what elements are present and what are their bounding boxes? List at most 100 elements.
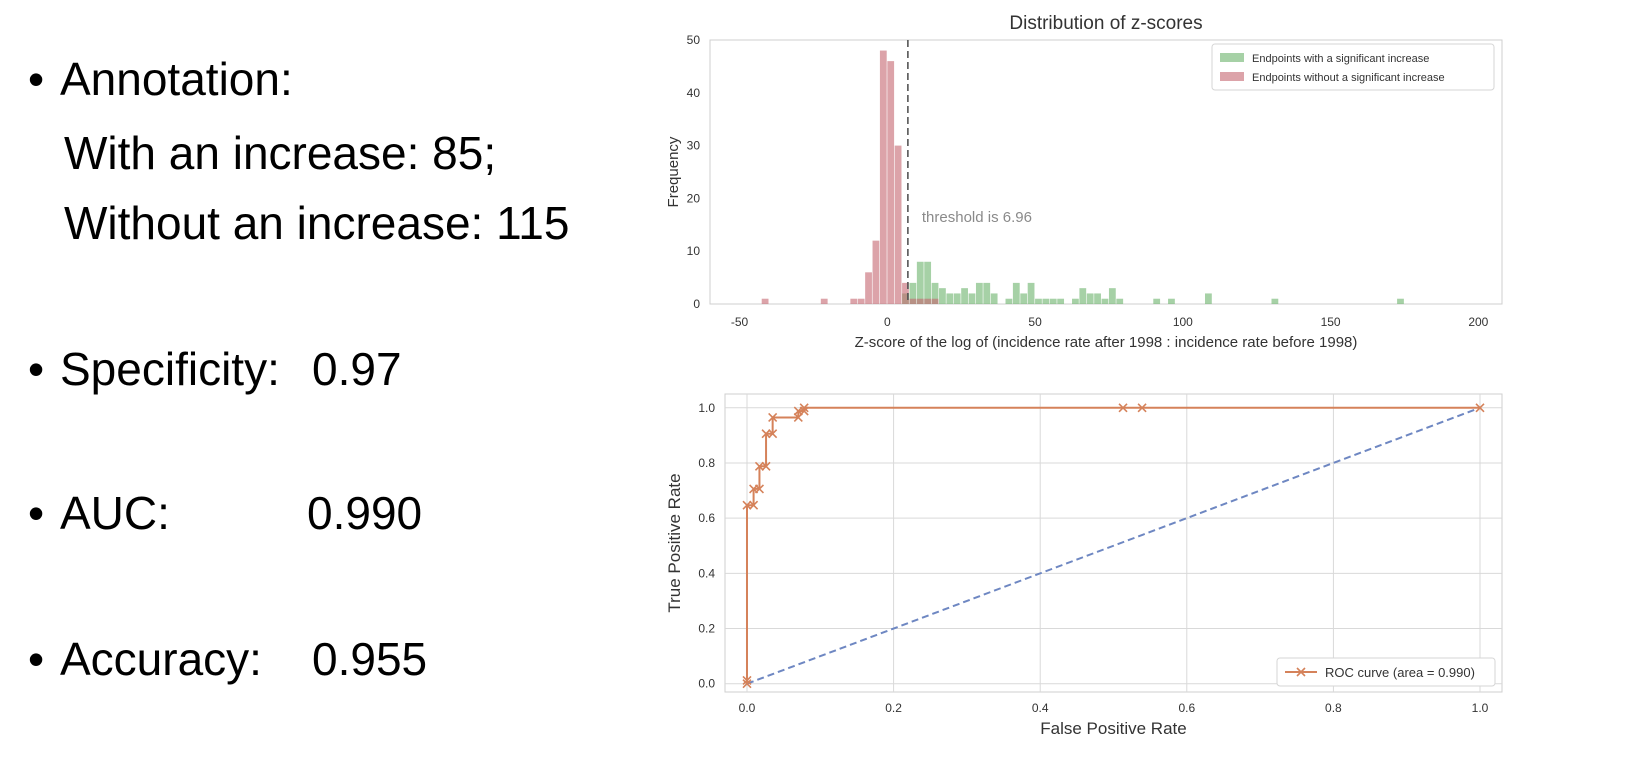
histogram-bar: [1005, 298, 1013, 304]
x-tick-label: 150: [1321, 315, 1341, 329]
auc-bullet: • AUC:: [28, 486, 170, 540]
histogram-bar: [990, 293, 998, 304]
histogram-bar: [939, 288, 946, 304]
histogram-bar: [1101, 298, 1109, 304]
x-tick-label: 0.0: [739, 701, 756, 715]
roc-point-marker: [768, 429, 778, 439]
histogram-bar: [894, 145, 902, 304]
roc-point-marker: [742, 675, 752, 685]
specificity-label: Specificity:: [60, 343, 280, 395]
zscore-histogram: Distribution of z-scores -50 0 50 100 150 200 0…: [665, 13, 1503, 351]
annotation-label: Annotation:: [60, 53, 293, 105]
histogram-bar: [931, 298, 939, 304]
histogram-bar: [1108, 288, 1116, 304]
x-tick-label: 0.4: [1032, 701, 1049, 715]
histogram-bar: [1397, 298, 1404, 304]
x-axis-label: False Positive Rate: [1040, 719, 1186, 738]
roc-point-marker: [749, 500, 759, 510]
histogram-bar: [909, 298, 917, 304]
y-tick-label: 50: [687, 33, 701, 47]
x-tick-label: 50: [1028, 315, 1042, 329]
accuracy-label: Accuracy:: [60, 633, 262, 685]
legend-label: ROC curve (area = 0.990): [1325, 665, 1475, 680]
histogram-bar: [983, 282, 991, 304]
annotation-bullet: • Annotation:: [28, 52, 293, 106]
histogram-bar: [931, 282, 939, 304]
auc-label: AUC:: [60, 487, 170, 539]
x-tick-label: -50: [731, 315, 749, 329]
histogram-bar: [961, 288, 968, 304]
accuracy-bullet: • Accuracy:: [28, 632, 262, 686]
y-axis-label: Frequency: [665, 136, 682, 207]
x-tick-label: 100: [1173, 315, 1193, 329]
histogram-bar: [1057, 298, 1065, 304]
histogram-bar: [916, 261, 924, 304]
chance-line: [746, 406, 1481, 685]
x-tick-label: 200: [1468, 315, 1488, 329]
y-tick-label: 40: [687, 86, 701, 100]
roc-point-marker: [742, 679, 752, 689]
histogram-bar: [820, 298, 828, 304]
histogram-bar: [1079, 288, 1087, 304]
histogram-bar: [887, 61, 895, 305]
histogram-bar: [1027, 282, 1035, 304]
accuracy-value: 0.955: [312, 633, 428, 685]
y-tick-label: 0.2: [698, 622, 715, 636]
histogram-bar: [909, 282, 917, 304]
y-tick-label: 0.6: [698, 511, 715, 525]
metrics-panel: • Annotation: With an increase: 85; Witho…: [0, 0, 680, 782]
auc-value: 0.990: [307, 487, 423, 539]
y-tick-label: 0.4: [698, 566, 715, 580]
histogram-bar: [857, 298, 865, 304]
x-tick-label: 0.2: [885, 701, 902, 715]
legend-label: Endpoints with a significant increase: [1252, 53, 1429, 65]
legend-swatch: [1220, 53, 1244, 62]
histogram-bar: [975, 282, 983, 304]
x-axis-label: Z-score of the log of (incidence rate af…: [855, 334, 1358, 351]
y-tick-label: 0.8: [698, 456, 715, 470]
histogram-bar: [968, 293, 976, 304]
with-increase-line: With an increase: 85;: [64, 127, 497, 179]
x-tick-label: 1.0: [1472, 701, 1489, 715]
legend-swatch: [1220, 72, 1244, 81]
roc-point-marker: [1475, 403, 1485, 413]
legend-label: Endpoints without a significant increase: [1252, 72, 1445, 84]
y-tick-label: 20: [687, 191, 701, 205]
histogram-bar: [872, 240, 880, 304]
histogram-bar: [902, 282, 909, 304]
histogram-bar: [1271, 298, 1279, 304]
specificity-bullet: • Specificity:: [28, 342, 280, 396]
legend-marker: [1296, 667, 1306, 677]
bullet-dot-icon: •: [28, 343, 45, 395]
histogram-bar: [1094, 293, 1101, 304]
roc-point-marker: [761, 429, 771, 439]
histogram-bar: [1012, 282, 1020, 304]
histogram-bar: [879, 50, 887, 305]
y-tick-label: 10: [687, 244, 701, 258]
histogram-bar: [953, 293, 961, 304]
roc-point-marker: [799, 406, 809, 416]
bullet-dot-icon: •: [28, 53, 45, 105]
y-axis-label: True Positive Rate: [665, 473, 684, 612]
chart-title: Distribution of z-scores: [1009, 13, 1202, 34]
histogram-bar: [1086, 293, 1094, 304]
histogram-bar: [1072, 298, 1079, 304]
histogram-bar: [1205, 293, 1212, 304]
histogram-bar: [1042, 298, 1050, 304]
roc-point-marker: [1118, 403, 1128, 413]
histogram-bar: [850, 298, 858, 304]
roc-point-marker: [742, 500, 752, 510]
legend-box: [1211, 43, 1495, 91]
x-tick-label: 0: [884, 315, 891, 329]
histogram-bar: [865, 272, 872, 304]
histogram-bar: [1035, 298, 1042, 304]
histogram-bar: [1153, 298, 1161, 304]
histogram-bar: [1116, 298, 1124, 304]
histogram-bar: [924, 298, 932, 304]
specificity-value: 0.97: [312, 343, 402, 395]
roc-point-marker: [1137, 403, 1147, 413]
roc-point-marker: [754, 461, 765, 471]
y-tick-label: 1.0: [698, 401, 715, 415]
histogram-bar: [761, 298, 769, 304]
roc-point-marker: [799, 403, 809, 413]
